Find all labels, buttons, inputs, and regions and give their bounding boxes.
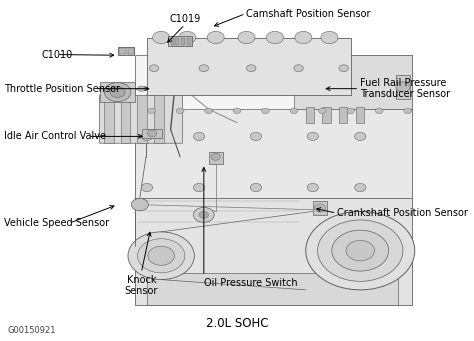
Circle shape — [246, 65, 256, 72]
Circle shape — [307, 132, 319, 140]
Circle shape — [295, 31, 312, 44]
Circle shape — [266, 31, 283, 44]
Circle shape — [238, 31, 255, 44]
Bar — [313, 201, 327, 215]
Text: Vehicle Speed Sensor: Vehicle Speed Sensor — [4, 218, 109, 228]
Polygon shape — [137, 95, 147, 143]
Circle shape — [141, 183, 153, 192]
Circle shape — [211, 153, 220, 160]
Polygon shape — [135, 55, 412, 305]
Bar — [322, 107, 331, 123]
Circle shape — [176, 108, 184, 114]
Bar — [306, 107, 314, 123]
Circle shape — [141, 132, 153, 140]
Circle shape — [290, 108, 298, 114]
Bar — [175, 38, 179, 45]
Text: Crankshaft Position Sensor: Crankshaft Position Sensor — [337, 208, 467, 218]
Polygon shape — [104, 95, 114, 143]
Bar — [339, 107, 347, 123]
Text: C1019: C1019 — [169, 14, 201, 24]
Text: Camshaft Position Sensor: Camshaft Position Sensor — [246, 9, 371, 19]
Circle shape — [339, 65, 348, 72]
Circle shape — [306, 211, 415, 290]
Text: 2.0L SOHC: 2.0L SOHC — [206, 317, 268, 330]
Polygon shape — [294, 55, 412, 109]
Bar — [142, 129, 162, 138]
Text: Knock
Sensor: Knock Sensor — [125, 275, 158, 296]
Text: Fuel Rail Pressure
Transducer Sensor: Fuel Rail Pressure Transducer Sensor — [360, 78, 450, 100]
Circle shape — [262, 108, 269, 114]
Circle shape — [131, 198, 148, 211]
Polygon shape — [100, 82, 135, 102]
Circle shape — [148, 246, 174, 265]
Circle shape — [137, 239, 185, 273]
Bar — [119, 48, 126, 54]
Bar — [118, 47, 134, 55]
Circle shape — [153, 31, 170, 44]
Circle shape — [404, 108, 411, 114]
Circle shape — [294, 65, 303, 72]
Bar — [396, 75, 410, 99]
Circle shape — [347, 108, 355, 114]
Text: C1010: C1010 — [42, 49, 73, 60]
Circle shape — [205, 108, 212, 114]
Circle shape — [233, 108, 241, 114]
Bar — [209, 152, 223, 164]
Circle shape — [250, 183, 262, 192]
Circle shape — [375, 108, 383, 114]
Bar — [187, 38, 191, 45]
Polygon shape — [135, 109, 412, 198]
Text: Idle Air Control Valve: Idle Air Control Valve — [4, 131, 106, 142]
Circle shape — [148, 108, 155, 114]
Circle shape — [199, 211, 209, 218]
Bar — [128, 48, 134, 54]
Bar — [168, 36, 192, 46]
Circle shape — [193, 183, 205, 192]
Circle shape — [193, 132, 205, 140]
Circle shape — [319, 108, 326, 114]
Circle shape — [104, 83, 131, 102]
Circle shape — [396, 82, 410, 92]
Circle shape — [332, 230, 389, 271]
Circle shape — [147, 130, 157, 137]
Circle shape — [193, 207, 214, 222]
Polygon shape — [147, 38, 351, 95]
Circle shape — [355, 183, 366, 192]
Bar — [356, 107, 364, 123]
Circle shape — [314, 204, 326, 212]
Circle shape — [318, 220, 403, 281]
Circle shape — [149, 65, 159, 72]
Circle shape — [179, 31, 196, 44]
Circle shape — [199, 65, 209, 72]
Polygon shape — [121, 95, 130, 143]
Circle shape — [110, 87, 125, 98]
Circle shape — [250, 132, 262, 140]
Text: Oil Pressure Switch: Oil Pressure Switch — [204, 278, 298, 288]
Circle shape — [346, 240, 374, 261]
Bar — [181, 38, 185, 45]
Polygon shape — [100, 41, 182, 143]
Circle shape — [307, 183, 319, 192]
Circle shape — [137, 86, 145, 91]
Polygon shape — [154, 95, 164, 143]
Text: Throttle Position Sensor: Throttle Position Sensor — [4, 84, 120, 94]
Bar — [171, 38, 174, 45]
Circle shape — [321, 31, 338, 44]
Circle shape — [207, 31, 224, 44]
Polygon shape — [135, 198, 412, 305]
Text: G00150921: G00150921 — [7, 326, 55, 335]
Circle shape — [355, 132, 366, 140]
Circle shape — [128, 232, 194, 280]
Polygon shape — [147, 273, 398, 305]
